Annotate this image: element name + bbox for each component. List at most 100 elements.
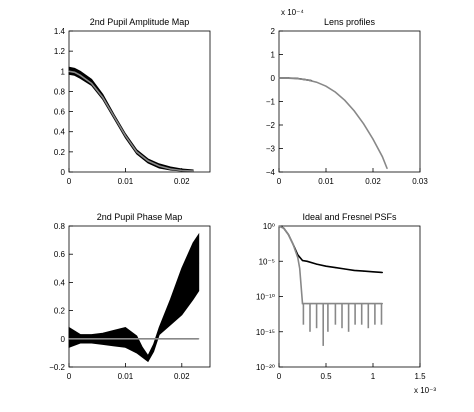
data-point [299,267,301,269]
data-point [287,77,289,79]
y-tick-label: 1 [271,51,276,60]
chart-title: Ideal and Fresnel PSFs [302,212,397,222]
data-point [325,85,327,87]
chart-panel-4: Ideal and Fresnel PSFs 0 0.5 1 1.5 10⁰ 10⁻⁵ 10⁻… [256,212,436,395]
data-point [68,70,70,72]
data-point [381,156,383,158]
y-tick-label: −2 [266,121,276,130]
x-tick-label: 0.02 [365,177,381,186]
data-point [102,96,104,99]
data-point [306,79,308,81]
data-point [136,151,138,153]
axes-frame [68,30,211,173]
data-point [287,233,289,236]
y-tick-label: 2 [271,27,276,36]
data-point [198,338,200,340]
data-point [334,267,336,269]
data-point [79,74,81,76]
data-point [301,259,304,262]
x-tick-label: 0.01 [118,177,134,186]
x-tick-label: 0.01 [118,372,134,381]
y-tick-label: −3 [266,145,276,154]
y-tick-label: 0 [61,168,66,177]
data-point [316,81,318,83]
data-point [311,303,313,305]
axes-frame [278,225,421,368]
x-tick-label: 0 [277,177,282,186]
y-tick-label: 10⁻¹⁰ [256,293,275,302]
chart-title: 2nd Pupil Phase Map [97,212,183,222]
y-tick-label: 0.6 [54,250,66,259]
data-point [297,78,299,80]
data-point [344,303,346,305]
data-point [363,270,365,272]
data-point [91,82,93,84]
data-point [353,110,355,112]
data-point [386,167,388,170]
y-tick-label: 1.4 [54,27,66,36]
y-tick-label: 0.4 [54,278,66,287]
chart-panel-1: 2nd Pupil Amplitude Map 0 0.01 0.02 0 0.2 0.4 0… [54,17,211,186]
y-tick-label: 10⁻⁵ [259,257,275,266]
data-point [325,303,327,305]
y-tick-label: 0 [61,335,66,344]
data-point [306,260,308,262]
series-line-2 [278,77,388,169]
series-line-1 [68,70,194,172]
y-tick-label: 1.2 [54,47,66,56]
x-tick-label: 1 [371,372,376,381]
x-tick-label: 0.02 [174,372,190,381]
y-tick-label: −1 [266,98,276,107]
data-point [316,263,318,265]
data-point [283,227,285,229]
data-point [334,91,336,93]
y-tick-label: 0.6 [54,108,66,117]
data-point [297,257,299,259]
data-point [158,165,160,167]
y-tick-label: 1 [61,67,66,76]
axes-frame [68,225,211,368]
series-band-1 [68,232,200,363]
x-tick-label: 0.02 [174,177,190,186]
y-tick-label: 10⁰ [263,222,275,231]
y-tick-label: 0.8 [54,87,66,96]
chart-title: 2nd Pupil Amplitude Map [90,17,190,27]
y-tick-label: 10⁻²⁰ [256,363,275,372]
x-tick-label: 0 [277,372,282,381]
y-tick-label: 0.4 [54,128,66,137]
data-point [372,271,374,273]
data-point [169,168,172,170]
data-point [320,303,322,305]
data-point [372,303,374,305]
y-tick-label: −4 [266,168,276,177]
x-tick-label: 0 [67,372,72,381]
data-point [381,271,383,274]
axes-frame [278,30,421,173]
data-point [344,99,346,101]
data-point [278,77,280,79]
data-point [344,268,346,270]
data-point [74,71,76,73]
series-band-1 [68,66,194,173]
y-tick-label: 0.2 [54,307,66,316]
series-line-2 [68,70,194,172]
x-scale-label: x 10⁻³ [414,386,436,395]
x-tick-label: 0.03 [412,177,428,186]
data-point [124,135,126,137]
data-point [330,303,332,305]
y-tick-label: 10⁻¹⁵ [256,328,275,337]
data-point [192,170,194,172]
y-tick-label: −0.2 [49,363,65,372]
data-point [68,338,70,340]
data-point [292,243,294,245]
x-tick-label: 0.5 [320,372,332,381]
x-tick-label: 0.01 [318,177,334,186]
series-line-2 [278,225,383,305]
data-point [278,225,280,227]
chart-panel-2: Lens profiles 0 0.01 0.02 0.03 −4 −3 −2 −1 0 1 2 x 1… [266,8,428,186]
data-point [363,303,365,305]
data-point [147,160,149,162]
x-tick-label: 0 [67,177,72,186]
